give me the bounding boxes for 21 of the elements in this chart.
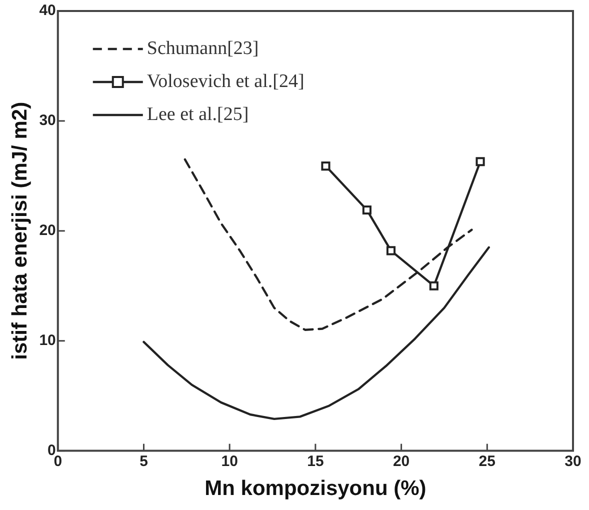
y-tick-label: 40 <box>39 2 56 20</box>
point <box>386 246 396 256</box>
legend-label: Volosevich et al.[24] <box>146 70 304 92</box>
x-axis-title: Mn kompozisyonu (%) <box>204 477 426 500</box>
y-tick-label: 0 <box>48 442 56 459</box>
x-tick-label: 5 <box>140 452 148 470</box>
x-tick-label: 20 <box>392 452 410 470</box>
y-tick-label: 30 <box>39 112 56 130</box>
point <box>362 205 372 215</box>
point <box>321 161 330 171</box>
x-tick-label: 30 <box>564 452 582 470</box>
y-tick-label: 10 <box>39 332 56 349</box>
point <box>476 157 485 166</box>
x-tick-label: 25 <box>478 452 496 470</box>
x-tick-label: 10 <box>221 452 238 470</box>
point <box>429 281 438 290</box>
legend-label: Schumann[23] <box>146 38 259 59</box>
y-axis-title: istif hata enerjisi (mJ/ m2) <box>8 102 32 360</box>
legend-label: Lee et al.[25] <box>146 104 249 125</box>
x-tick-label: 15 <box>307 452 324 470</box>
y-tick-label: 20 <box>39 222 56 240</box>
